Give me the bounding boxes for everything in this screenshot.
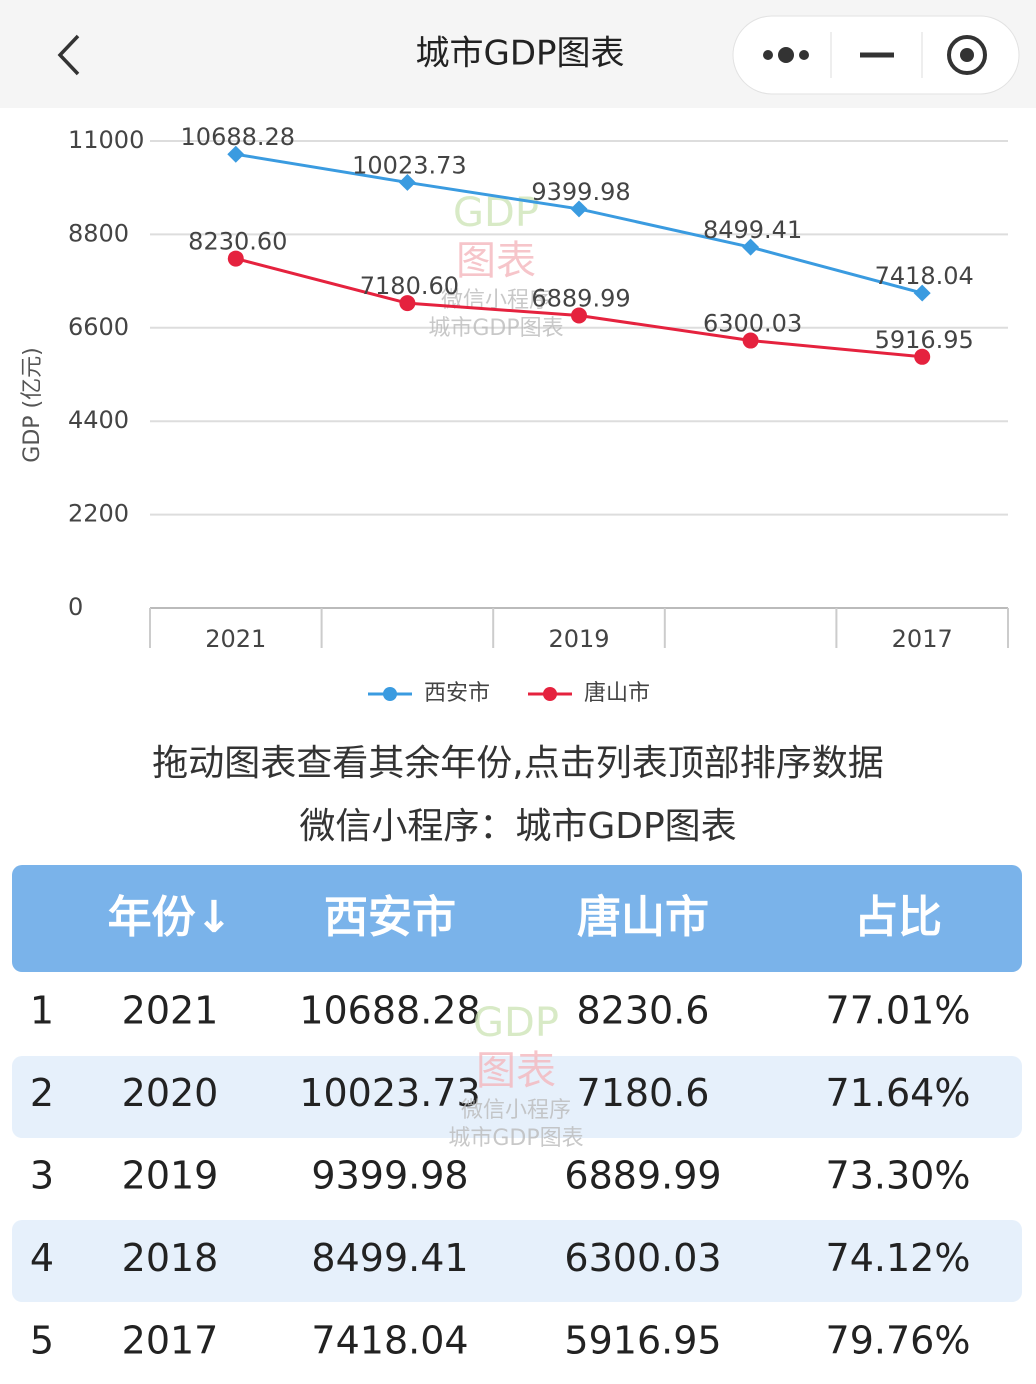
close-dot xyxy=(960,48,974,62)
watermark: GDP xyxy=(473,1000,559,1046)
watermark: 城市GDP图表 xyxy=(428,316,563,341)
table-cell: 8499.41 xyxy=(311,1236,468,1280)
table-cell: 2020 xyxy=(122,1071,219,1115)
y-tick-label: 4400 xyxy=(68,406,129,434)
point xyxy=(227,250,244,267)
row-stripe xyxy=(12,1220,1022,1302)
more-dot[interactable] xyxy=(763,50,773,60)
table-cell: 2018 xyxy=(122,1236,219,1280)
data-label: 10688.28 xyxy=(181,123,296,151)
column-header[interactable]: 唐山市 xyxy=(577,892,709,943)
table-header-bg xyxy=(12,865,1022,972)
x-tick-label: 2019 xyxy=(548,625,609,653)
table-cell: 8230.6 xyxy=(577,989,710,1033)
table-cell: 5916.95 xyxy=(564,1319,721,1363)
table-cell: 79.76% xyxy=(826,1319,971,1363)
table-cell: 7180.6 xyxy=(577,1071,710,1115)
point xyxy=(742,238,760,256)
watermark: 图表 xyxy=(476,1048,556,1094)
point xyxy=(227,145,245,163)
point xyxy=(570,200,588,218)
legend-marker xyxy=(383,687,397,701)
table-cell: 2019 xyxy=(122,1154,219,1198)
data-label: 8499.41 xyxy=(703,216,802,244)
data-label: 7418.04 xyxy=(875,262,974,290)
table-cell: 7418.04 xyxy=(311,1319,468,1363)
back-button[interactable] xyxy=(57,34,80,76)
more-dot[interactable] xyxy=(778,47,794,63)
page-title: 城市GDP图表 xyxy=(415,34,624,74)
legend-label: 唐山市 xyxy=(584,681,650,706)
data-label: 9399.98 xyxy=(531,178,630,206)
point xyxy=(399,295,416,312)
point xyxy=(914,348,931,365)
y-tick-label: 0 xyxy=(68,593,83,621)
table-cell: 1 xyxy=(30,989,54,1033)
more-dot[interactable] xyxy=(799,50,809,60)
legend-item: 唐山市 xyxy=(528,681,650,706)
row-stripe xyxy=(12,1056,1022,1138)
watermark: 微信小程序 xyxy=(461,1098,571,1123)
close-button[interactable] xyxy=(947,35,987,75)
table-cell: 6300.03 xyxy=(564,1236,721,1280)
table-cell: 73.30% xyxy=(826,1154,971,1198)
data-label: 5916.95 xyxy=(875,326,974,354)
data-label: 7180.60 xyxy=(360,272,459,300)
series-line xyxy=(235,152,923,295)
table-cell: 10023.73 xyxy=(299,1071,480,1115)
point xyxy=(398,173,416,191)
column-header[interactable]: 西安市 xyxy=(324,892,456,943)
watermark: GDP xyxy=(453,190,539,236)
table-cell: 71.64% xyxy=(826,1071,971,1115)
point xyxy=(913,284,931,302)
legend-marker xyxy=(543,687,557,701)
point xyxy=(742,332,759,349)
table-cell: 2 xyxy=(30,1071,54,1115)
table-cell: 9399.98 xyxy=(311,1154,468,1198)
data-label: 8230.60 xyxy=(188,228,287,256)
watermark: 城市GDP图表 xyxy=(448,1126,583,1151)
column-header[interactable]: 占比 xyxy=(854,892,942,943)
y-tick-label: 6600 xyxy=(68,313,129,341)
legend-label: 西安市 xyxy=(424,681,490,706)
table-cell: 74.12% xyxy=(826,1236,971,1280)
data-label: 10023.73 xyxy=(352,151,467,179)
data-label: 6300.03 xyxy=(703,310,802,338)
x-tick-label: 2021 xyxy=(205,625,266,653)
table-cell: 5 xyxy=(30,1319,54,1363)
column-header[interactable]: 年份↓ xyxy=(108,892,233,943)
watermark: 图表 xyxy=(456,238,536,284)
hint: 拖动图表查看其余年份,点击列表顶部排序数据 xyxy=(152,743,883,784)
y-axis-label: GDP (亿元) xyxy=(20,347,45,462)
table-cell: 2021 xyxy=(122,989,219,1033)
table-cell: 77.01% xyxy=(826,989,971,1033)
capsule xyxy=(732,15,1020,95)
table-cell: 10688.28 xyxy=(299,989,480,1033)
point xyxy=(571,307,587,324)
legend-item: 西安市 xyxy=(368,681,490,706)
y-tick-label: 8800 xyxy=(68,219,129,247)
x-tick-label: 2017 xyxy=(892,625,953,653)
table-cell: 2017 xyxy=(122,1319,219,1363)
hint: 微信小程序：城市GDP图表 xyxy=(299,806,736,847)
table-cell: 4 xyxy=(30,1236,54,1280)
y-tick-label: 11000 xyxy=(68,126,144,154)
table-cell: 3 xyxy=(30,1154,54,1198)
data-label: 6889.99 xyxy=(531,284,630,312)
y-tick-label: 2200 xyxy=(68,500,129,528)
table-cell: 6889.99 xyxy=(564,1154,721,1198)
